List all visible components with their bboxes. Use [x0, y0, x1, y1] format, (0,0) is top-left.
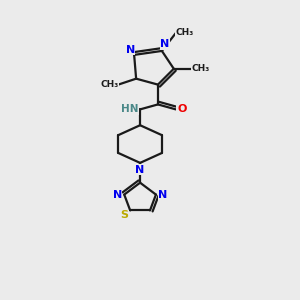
Text: N: N	[158, 190, 167, 200]
Text: HN: HN	[122, 104, 139, 114]
Text: N: N	[113, 190, 122, 200]
Text: CH₃: CH₃	[100, 80, 118, 89]
Text: N: N	[126, 45, 135, 55]
Text: CH₃: CH₃	[176, 28, 194, 37]
Text: N: N	[160, 39, 170, 49]
Text: CH₃: CH₃	[191, 64, 210, 73]
Text: O: O	[177, 104, 186, 114]
Text: N: N	[136, 165, 145, 175]
Text: S: S	[120, 210, 128, 220]
